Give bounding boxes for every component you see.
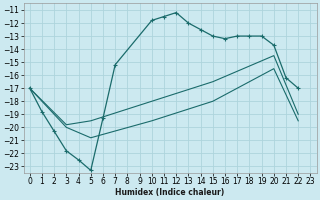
X-axis label: Humidex (Indice chaleur): Humidex (Indice chaleur) <box>116 188 225 197</box>
